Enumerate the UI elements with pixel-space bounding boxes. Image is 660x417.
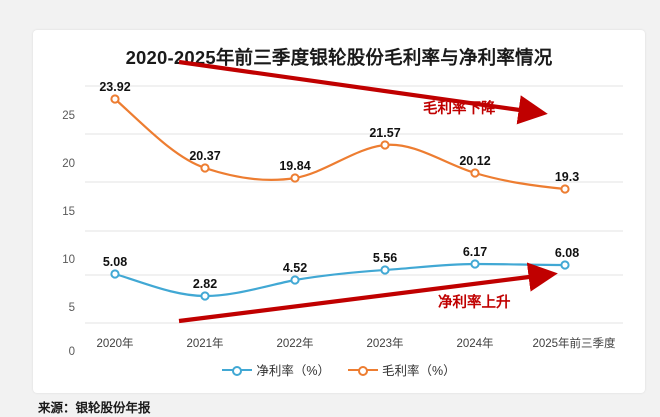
x-axis-tick-2021: 2021年 xyxy=(186,338,224,350)
x-axis-tick-2024: 2024年 xyxy=(456,338,494,350)
chart-title: 2020-2025年前三季度银轮股份毛利率与净利率情况 xyxy=(125,47,553,68)
data-label-net-2025: 6.08 xyxy=(554,246,580,260)
data-label-net-2021: 2.82 xyxy=(192,277,218,291)
source-note: 来源：银轮股份年报 xyxy=(38,401,151,415)
data-label-gross-2021: 20.37 xyxy=(189,149,221,163)
data-label-gross-2023: 21.57 xyxy=(369,126,401,140)
annotation-label-gross-margin-down: 毛利率下降 xyxy=(423,101,496,117)
annotation-label-net-margin-up: 净利率上升 xyxy=(438,295,511,311)
y-axis-tick-5: 5 xyxy=(68,302,75,314)
data-label-gross-2020: 23.92 xyxy=(99,80,131,94)
data-label-net-2024: 6.17 xyxy=(462,245,488,259)
annotation-arrow-net-margin-up xyxy=(178,262,558,324)
x-axis-tick-2020: 2020年 xyxy=(96,338,134,350)
y-axis-tick-15: 15 xyxy=(62,206,75,218)
legend-item-net-margin[interactable]: 净利率（%） xyxy=(222,360,330,379)
series-markers-gross-margin xyxy=(110,94,570,194)
series-line-gross-margin xyxy=(114,98,566,191)
x-axis-tick-2025: 2025年前三季度 xyxy=(532,338,616,350)
data-label-gross-2022: 19.84 xyxy=(279,159,311,173)
y-axis-tick-25: 25 xyxy=(62,110,75,122)
chart-card: 2020-2025年前三季度银轮股份毛利率与净利率情况 25 20 15 10 … xyxy=(33,30,645,393)
plot-area xyxy=(85,59,623,324)
data-label-net-2022: 4.52 xyxy=(282,261,308,275)
y-axis-tick-20: 20 xyxy=(62,158,75,170)
data-label-net-2023: 5.56 xyxy=(372,251,398,265)
x-axis-tick-2022: 2022年 xyxy=(276,338,314,350)
legend-label-gross-margin: 毛利率（%） xyxy=(382,364,456,378)
data-label-net-2020: 5.08 xyxy=(102,255,128,269)
y-axis-tick-0: 0 xyxy=(68,346,75,358)
series-markers-net-margin xyxy=(110,259,570,301)
legend-marker-net-margin xyxy=(222,364,253,376)
grid-lines xyxy=(85,85,623,324)
chart-legend: 净利率（%） 毛利率（%） xyxy=(33,360,645,379)
legend-label-net-margin: 净利率（%） xyxy=(256,364,330,378)
data-label-gross-2025: 19.3 xyxy=(554,170,580,184)
x-axis-tick-2023: 2023年 xyxy=(366,338,404,350)
legend-marker-gross-margin xyxy=(348,364,378,376)
data-label-gross-2024: 20.12 xyxy=(459,154,491,168)
y-axis-tick-10: 10 xyxy=(62,254,75,266)
legend-item-gross-margin[interactable]: 毛利率（%） xyxy=(348,360,456,379)
series-line-net-margin xyxy=(114,262,566,298)
annotation-arrow-gross-margin-down xyxy=(178,59,548,125)
